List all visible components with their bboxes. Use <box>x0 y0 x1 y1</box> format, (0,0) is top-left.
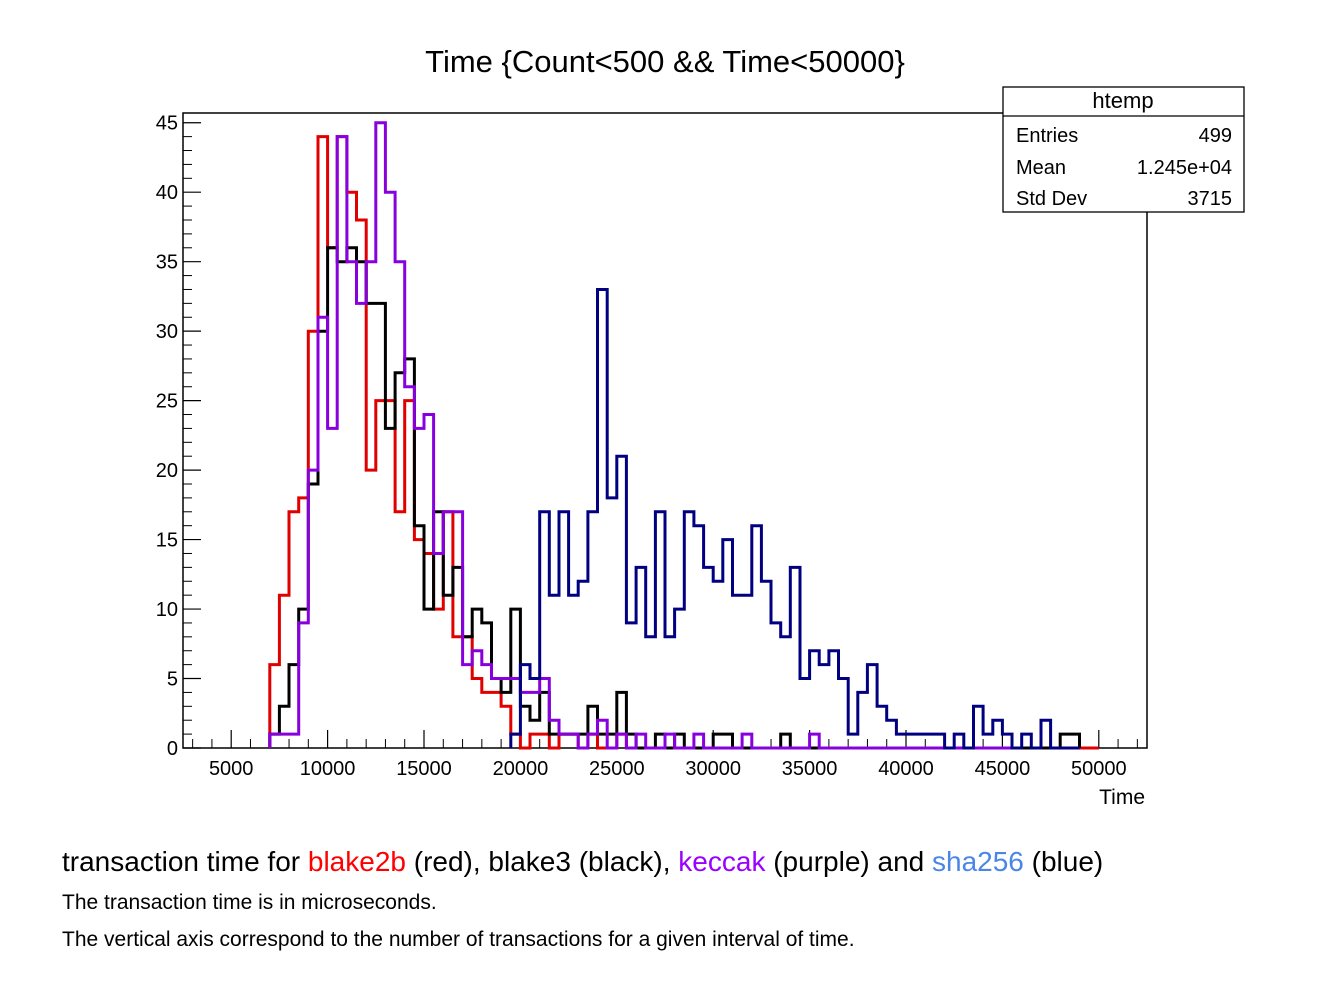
stats-value-mean: 1.245e+04 <box>1137 157 1232 179</box>
x-tick-label: 30000 <box>685 758 741 780</box>
chart-title: Time {Count<500 && Time<50000} <box>425 44 905 79</box>
x-tick-label: 15000 <box>396 758 452 780</box>
y-tick-label: 0 <box>167 738 178 760</box>
series-blake3-line <box>268 246 1081 750</box>
caption: transaction time for blake2b (red), blak… <box>62 840 1312 958</box>
x-tick-label: 45000 <box>975 758 1031 780</box>
stats-box: htemp Entries 499 Mean 1.245e+04 Std Dev… <box>1002 86 1245 213</box>
caption-main: transaction time for blake2b (red), blak… <box>62 840 1312 884</box>
stats-label-mean: Mean <box>1016 157 1066 179</box>
caption-units-note: The transaction time is in microseconds. <box>62 891 437 914</box>
histogram-chart: Time {Count<500 && Time<50000} 0 5 10 15 20 2… <box>156 44 1245 809</box>
series-keccak-line <box>268 121 1022 750</box>
caption-sha256: sha256 <box>932 846 1024 877</box>
x-axis: 5000 10000 15000 20000 25000 30000 35000 40000 4… <box>192 730 1138 780</box>
series-sha256-line <box>509 288 1080 750</box>
y-axis: 0 5 10 15 20 25 30 35 40 45 <box>156 113 201 760</box>
stats-value-stddev: 3715 <box>1188 188 1233 210</box>
y-tick-label: 45 <box>156 113 178 135</box>
caption-blake2b: blake2b <box>307 846 406 877</box>
caption-text: transaction time for <box>62 846 308 877</box>
y-tick-label: 40 <box>156 182 178 204</box>
caption-axis-note: The vertical axis correspond to the numb… <box>62 928 855 951</box>
x-tick-label: 25000 <box>589 758 645 780</box>
x-tick-label: 40000 <box>878 758 934 780</box>
caption-keccak: keccak <box>678 846 766 877</box>
series-layer <box>268 121 1099 750</box>
x-tick-label: 20000 <box>493 758 549 780</box>
stats-box-title: htemp <box>1092 88 1153 113</box>
stats-label-stddev: Std Dev <box>1016 188 1087 210</box>
x-tick-label: 5000 <box>209 758 254 780</box>
caption-text: (blue) <box>1023 846 1104 877</box>
x-tick-label: 35000 <box>782 758 838 780</box>
y-tick-label: 35 <box>156 252 178 274</box>
y-tick-label: 15 <box>156 530 178 552</box>
x-axis-label: Time <box>1099 786 1145 809</box>
x-tick-label: 50000 <box>1071 758 1127 780</box>
y-tick-label: 5 <box>167 669 178 691</box>
caption-text: (red), blake3 (black), <box>405 846 679 877</box>
caption-text: (purple) and <box>765 846 932 877</box>
stats-label-entries: Entries <box>1016 125 1078 147</box>
y-tick-label: 30 <box>156 321 178 343</box>
y-tick-label: 20 <box>156 460 178 482</box>
x-tick-label: 10000 <box>300 758 356 780</box>
y-tick-label: 25 <box>156 391 178 413</box>
stats-value-entries: 499 <box>1199 125 1232 147</box>
y-tick-label: 10 <box>156 599 178 621</box>
